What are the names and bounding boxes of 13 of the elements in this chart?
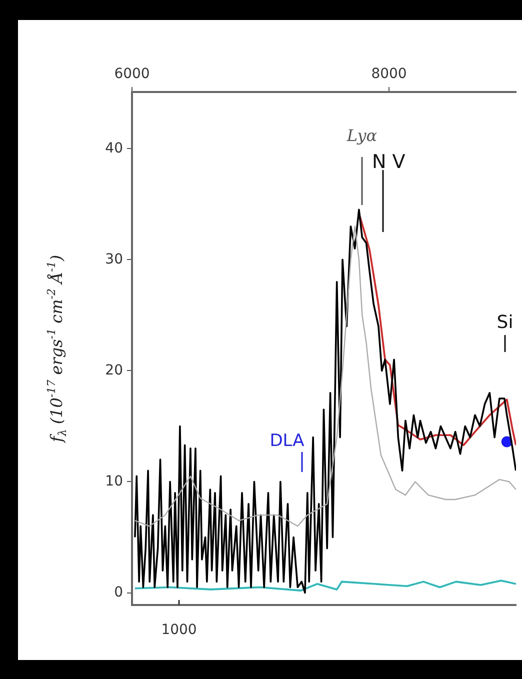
y-tick-label: 40 (105, 140, 123, 156)
annotation: N V (372, 151, 406, 173)
x-tick-label: 8000 (371, 66, 407, 82)
x-tick-label: 6000 (114, 66, 150, 82)
annotation: DLA (270, 431, 305, 451)
y-tick-label: 20 (105, 362, 123, 378)
y-tick-label: 30 (105, 251, 123, 268)
y-tick-label: 10 (105, 473, 123, 490)
annotation: Lyα (346, 126, 378, 145)
text: 1000 (161, 622, 197, 638)
y-tick-label: 0 (114, 584, 123, 600)
annotation: Si (496, 312, 514, 333)
text: fλ (10-17 ergs-1 cm-2 Å-1) (45, 254, 69, 442)
